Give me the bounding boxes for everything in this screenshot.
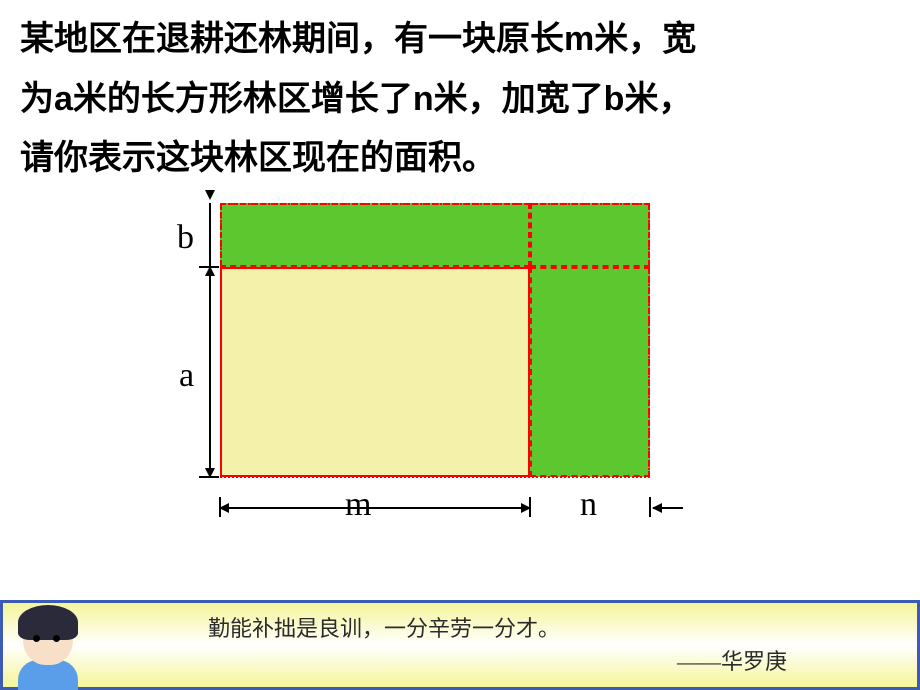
label-b: b	[177, 219, 194, 257]
dimension-b-arrow	[205, 190, 215, 200]
tick-n-right	[649, 497, 651, 517]
extension-top-left	[220, 203, 530, 267]
tick-m-right	[529, 497, 531, 517]
quote-text: 勤能补拙是良训，一分辛劳一分才。	[208, 614, 887, 645]
label-a: a	[179, 357, 194, 395]
problem-line-3: 请你表示这块林区现在的面积。	[20, 129, 900, 189]
quote-author: ——华罗庚	[208, 644, 887, 676]
tick-a-top	[199, 266, 219, 268]
avatar-icon	[8, 605, 88, 685]
extension-right	[530, 267, 650, 477]
avatar-hair	[18, 605, 78, 640]
avatar-eye-right	[53, 635, 60, 642]
label-n: n	[580, 486, 597, 524]
quote-container: 勤能补拙是良训，一分辛劳一分才。 ——华罗庚	[88, 606, 917, 685]
original-rectangle	[220, 267, 530, 477]
extension-top-right	[530, 203, 650, 267]
problem-statement: 某地区在退耕还林期间，有一块原长m米，宽 为a米的长方形林区增长了n米，加宽了b…	[0, 0, 920, 189]
footer-quote-banner: 勤能补拙是良训，一分辛劳一分才。 ——华罗庚	[0, 600, 920, 690]
problem-line-2: 为a米的长方形林区增长了n米，加宽了b米，	[20, 70, 900, 130]
area-diagram: b a m n	[155, 200, 695, 580]
tick-m-left	[219, 497, 221, 517]
dimension-line-m	[220, 507, 530, 509]
tick-a-bottom	[199, 476, 219, 478]
dimension-line-n	[653, 507, 683, 509]
problem-line-1: 某地区在退耕还林期间，有一块原长m米，宽	[20, 10, 900, 70]
label-m: m	[345, 486, 371, 524]
avatar-eye-left	[33, 635, 40, 642]
dimension-line-b	[209, 203, 211, 267]
dimension-line-a	[209, 267, 211, 477]
